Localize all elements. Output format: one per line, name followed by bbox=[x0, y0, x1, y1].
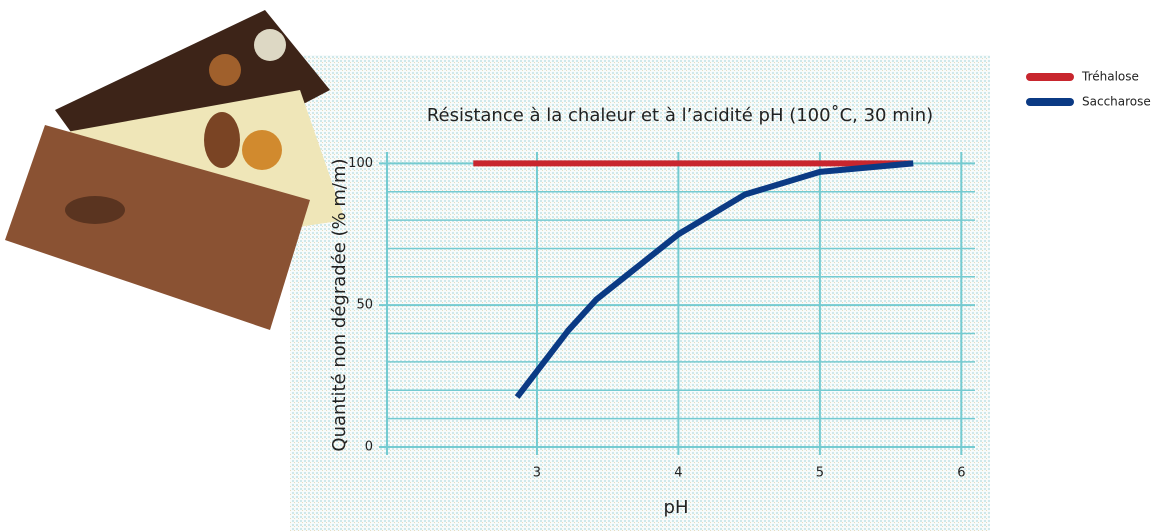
y-axis-label: Quantité non dégradée (% m/m) bbox=[329, 158, 350, 451]
x-tick-label: 6 bbox=[957, 466, 965, 481]
legend-label: Tréhalose bbox=[1081, 70, 1139, 84]
y-tick-label: 0 bbox=[365, 440, 373, 455]
y-tick-label: 50 bbox=[356, 298, 373, 313]
x-tick-label: 5 bbox=[816, 466, 824, 481]
chart-title: Résistance à la chaleur et à l’acidité p… bbox=[427, 105, 933, 126]
y-tick-label: 100 bbox=[348, 156, 373, 171]
x-tick-label: 4 bbox=[674, 466, 682, 481]
plot-background bbox=[290, 55, 990, 531]
chart: Résistance à la chaleur et à l’acidité p… bbox=[0, 0, 1153, 531]
x-axis-label: pH bbox=[664, 497, 689, 518]
x-tick-label: 3 bbox=[533, 466, 541, 481]
legend-label: Saccharose bbox=[1082, 95, 1151, 109]
